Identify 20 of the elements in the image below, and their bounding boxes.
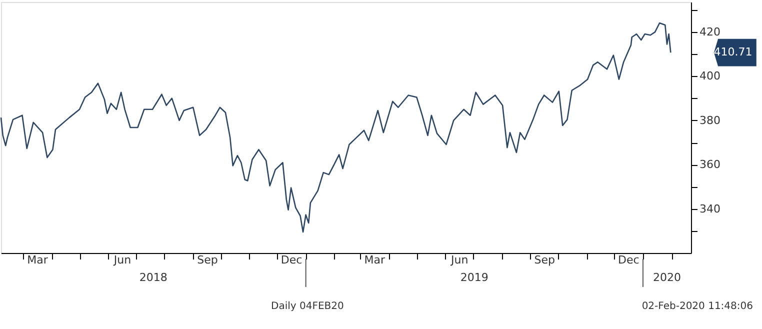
x-tick-label: Jun <box>450 254 468 266</box>
x-tick-label: Dec <box>280 254 302 266</box>
text: Daily 04FEB20 <box>271 301 344 312</box>
text: 2018 <box>139 271 168 284</box>
x-tick-label: Jun <box>112 254 132 266</box>
y-tick-label: 340 <box>700 202 720 216</box>
text: 2019 <box>460 271 488 284</box>
line-series <box>0 22 672 233</box>
y-tick-label: 380 <box>700 114 720 127</box>
text: 2020 <box>652 271 681 284</box>
x-tick-label: Mar <box>364 254 386 266</box>
text: 02-Feb-2020 11:48:06 <box>642 301 753 312</box>
x-tick-label: Sep <box>197 254 218 266</box>
x-tick-label: Mar <box>27 254 48 266</box>
y-tick-label: 400 <box>700 70 720 83</box>
y-tick-label: 420 <box>700 26 720 39</box>
y-tick-label: 360 <box>700 158 720 172</box>
x-tick-label: Sep <box>534 254 556 266</box>
text: 410.71 <box>714 46 752 59</box>
x-tick-label: Dec <box>618 254 640 266</box>
